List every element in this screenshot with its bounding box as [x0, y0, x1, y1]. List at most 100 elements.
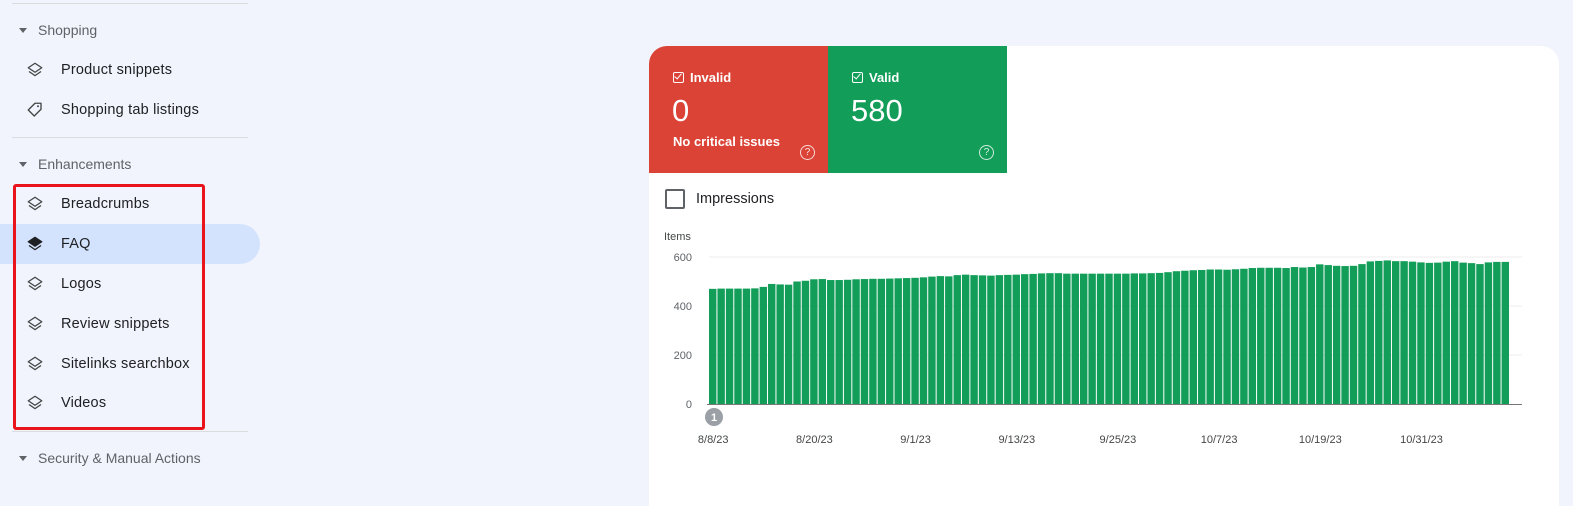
sidebar-item-shopping-tab-listings[interactable]: Shopping tab listings — [0, 90, 260, 130]
checkbox-unchecked-icon[interactable] — [665, 189, 685, 209]
bar — [759, 286, 768, 404]
bar — [1181, 270, 1189, 404]
x-tick-label: 10/19/23 — [1299, 434, 1342, 446]
divider — [12, 3, 248, 4]
help-icon[interactable]: ? — [800, 145, 815, 160]
bar — [961, 274, 970, 404]
bar — [1459, 262, 1467, 404]
sidebar-item-label: Logos — [61, 276, 102, 292]
bar — [1358, 264, 1366, 404]
section-label: Security & Manual Actions — [38, 450, 201, 466]
x-tick-label: 10/7/23 — [1201, 434, 1238, 446]
bar — [776, 284, 784, 404]
bar — [1164, 272, 1172, 404]
section-label: Enhancements — [38, 156, 132, 172]
bar — [827, 280, 835, 404]
tile-label: Invalid — [690, 70, 732, 85]
bar — [1029, 273, 1037, 404]
report-card: Invalid 0 No critical issues ? Valid 580… — [649, 46, 1559, 506]
bar — [1375, 260, 1383, 404]
section-shopping[interactable]: Shopping — [18, 18, 97, 42]
bar — [1282, 268, 1290, 404]
bar — [1240, 268, 1248, 404]
bar — [793, 281, 801, 404]
bar — [709, 288, 717, 404]
bar — [1273, 267, 1282, 404]
bar — [1054, 273, 1063, 404]
bar — [843, 279, 852, 404]
bar — [1493, 261, 1501, 404]
checkbox-checked-icon[interactable] — [673, 72, 684, 83]
sidebar-item-sitelinks-searchbox[interactable]: Sitelinks searchbox — [0, 344, 260, 384]
y-tick-label: 200 — [674, 350, 692, 362]
sidebar-item-label: Breadcrumbs — [61, 196, 150, 212]
bar — [810, 279, 818, 404]
valid-status-tile[interactable]: Valid 580 ? — [828, 46, 1007, 173]
bar — [1037, 273, 1046, 404]
bar — [1408, 261, 1417, 404]
bar — [1265, 267, 1273, 404]
sidebar-item-product-snippets[interactable]: Product snippets — [0, 50, 260, 90]
tile-header: Invalid — [673, 70, 731, 85]
bar — [1248, 268, 1257, 404]
bar — [1400, 261, 1408, 404]
bar — [1020, 274, 1029, 404]
bar — [1484, 262, 1493, 404]
bar — [1257, 267, 1265, 404]
bar — [818, 279, 827, 404]
bar — [725, 288, 734, 404]
bar — [953, 275, 961, 404]
bar — [1147, 273, 1155, 404]
bar — [911, 277, 919, 404]
bar — [1172, 271, 1181, 404]
section-enhancements[interactable]: Enhancements — [18, 152, 131, 176]
section-label: Shopping — [38, 22, 98, 38]
bar — [894, 278, 902, 404]
bar — [852, 279, 860, 404]
tile-header: Valid — [852, 70, 899, 85]
sidebar-item-breadcrumbs[interactable]: Breadcrumbs — [0, 184, 260, 224]
bar — [1113, 273, 1122, 404]
impressions-label: Impressions — [696, 191, 775, 207]
bar — [1223, 269, 1231, 404]
sidebar-item-videos[interactable]: Videos — [0, 383, 260, 423]
bar — [1299, 267, 1307, 404]
bar — [1096, 273, 1105, 404]
sidebar-item-logos[interactable]: Logos — [0, 264, 260, 304]
sidebar-item-faq[interactable]: FAQ — [0, 224, 260, 264]
x-tick-label: 10/31/23 — [1400, 434, 1443, 446]
layers-icon — [27, 196, 43, 211]
bar — [1004, 274, 1012, 404]
bar — [1071, 273, 1079, 404]
bar — [784, 284, 793, 404]
sidebar-item-review-snippets[interactable]: Review snippets — [0, 304, 260, 344]
x-tick-label: 9/25/23 — [1100, 434, 1137, 446]
help-icon[interactable]: ? — [979, 145, 994, 160]
sidebar-item-label: FAQ — [61, 236, 91, 252]
bar — [877, 278, 886, 404]
y-axis-title: Items — [664, 231, 691, 243]
bar — [835, 280, 843, 404]
y-tick-label: 400 — [674, 301, 692, 313]
tile-subtitle: No critical issues — [673, 134, 780, 149]
bar — [1214, 269, 1223, 404]
bar — [1366, 261, 1375, 404]
bar — [1383, 260, 1391, 404]
bar — [1316, 264, 1324, 404]
section-security-manual-actions[interactable]: Security & Manual Actions — [18, 446, 201, 470]
bar — [978, 275, 987, 405]
bar — [768, 283, 776, 404]
sidebar-item-label: Shopping tab listings — [61, 102, 200, 118]
caret-down-icon — [19, 161, 27, 167]
bar — [970, 275, 978, 404]
layers-icon — [27, 276, 43, 291]
invalid-status-tile[interactable]: Invalid 0 No critical issues ? — [649, 46, 828, 173]
bar — [936, 276, 945, 404]
bar — [1231, 269, 1240, 404]
impressions-toggle[interactable]: Impressions — [665, 189, 774, 209]
bar — [919, 277, 928, 404]
bar — [995, 275, 1004, 404]
sidebar-item-label: Sitelinks searchbox — [61, 356, 190, 372]
layers-icon — [27, 316, 43, 331]
checkbox-checked-icon[interactable] — [852, 72, 863, 83]
